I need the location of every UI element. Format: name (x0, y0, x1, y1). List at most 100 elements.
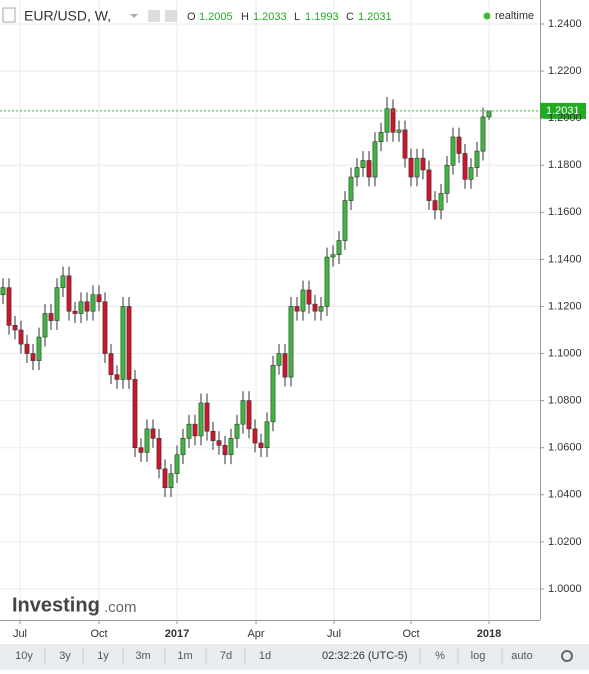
field-label: H (241, 11, 249, 23)
candle-body (270, 365, 276, 423)
ohlc-value: 1.2031 (358, 11, 392, 23)
candle-body (462, 153, 468, 180)
candle-body (258, 442, 264, 448)
candle-body (456, 136, 462, 154)
candle-body (138, 447, 144, 453)
candle-body (468, 167, 474, 180)
range-button[interactable]: 1m (177, 650, 192, 662)
option-button[interactable]: log (471, 650, 486, 662)
y-tick-label: 1.0200 (548, 536, 582, 548)
candle-body (444, 164, 450, 194)
collapse-button[interactable] (2, 7, 16, 23)
candle-body (366, 160, 372, 178)
candle-body (78, 301, 84, 314)
candle-body (378, 131, 384, 143)
candle-body (246, 400, 252, 430)
range-button[interactable]: 7d (220, 650, 232, 662)
x-tick-label: Jul (13, 628, 27, 640)
candle-body (420, 157, 426, 171)
range-button[interactable]: 10y (15, 650, 33, 662)
candles (0, 96, 492, 498)
y-tick-label: 1.1200 (548, 300, 582, 312)
ohlc-value: 1.1993 (305, 11, 339, 23)
candle-body (336, 240, 342, 255)
candle-body (348, 176, 354, 201)
candle-body (168, 473, 174, 489)
candle-body (432, 200, 438, 211)
overlay: 1.2031 (0, 102, 586, 119)
candle-body (108, 353, 114, 376)
candle-body (72, 310, 78, 314)
candle-body (192, 423, 198, 437)
field-label: O (187, 11, 196, 23)
candle-body (18, 329, 24, 345)
candle-body (318, 306, 324, 312)
range-button[interactable]: 1d (259, 650, 271, 662)
range-button[interactable]: 3y (59, 650, 71, 662)
candle-body (282, 353, 288, 378)
candle-body (132, 379, 138, 448)
candle-body (222, 445, 228, 456)
candle-body (342, 200, 348, 241)
candle-body (306, 289, 312, 305)
brand-suffix: .com (104, 599, 137, 616)
x-tick-label: Oct (402, 628, 419, 640)
settings-icon[interactable] (165, 10, 177, 22)
candle-body (384, 108, 390, 133)
candle-body (66, 275, 72, 312)
candle-body (174, 454, 180, 474)
ohlc-legend: O 1.2005 H 1.2033 L 1.1993 C 1.2031 (187, 11, 392, 23)
toolbar-time: 02:32:26 (UTC-5) (322, 650, 408, 662)
candle-body (24, 343, 30, 354)
candle-body (60, 275, 66, 288)
candle-body (126, 306, 132, 380)
candle-body (438, 193, 444, 211)
price-tag (540, 102, 586, 119)
y-tick-label: 1.1600 (548, 206, 582, 218)
candle-body (234, 423, 240, 439)
status: realtime (495, 10, 534, 22)
y-tick-label: 1.2200 (548, 65, 582, 77)
candle-body (42, 313, 48, 338)
x-tick-label: Apr (247, 628, 264, 640)
candle-body (48, 313, 54, 321)
y-tick-label: 1.1000 (548, 347, 582, 359)
option-button[interactable]: auto (511, 650, 532, 662)
candle-body (354, 167, 360, 178)
gear-icon[interactable] (561, 650, 573, 662)
candle-body (450, 136, 456, 166)
candle-body (204, 402, 210, 432)
candle-body (0, 287, 6, 296)
candle-body (156, 437, 162, 470)
dropdown[interactable] (130, 14, 138, 18)
range-button[interactable]: 3m (135, 650, 150, 662)
candle-body (330, 254, 336, 258)
candle-body (360, 160, 366, 168)
candle-body (12, 324, 18, 331)
candle-body (414, 157, 420, 178)
field-label: C (346, 11, 354, 23)
y-tick-label: 1.2400 (548, 18, 582, 30)
status-dot (483, 12, 491, 20)
y-tick-label: 1.2000 (548, 112, 582, 124)
candle-body (198, 402, 204, 437)
candle-body (372, 141, 378, 178)
candle-body (324, 256, 330, 307)
candle-body (300, 289, 306, 312)
candle-body (6, 287, 12, 326)
ohlc-value: 1.2005 (199, 11, 233, 23)
settings-icon[interactable] (148, 10, 160, 22)
x-tick-label: 2017 (165, 628, 189, 640)
option-button[interactable]: % (435, 650, 445, 662)
x-tick-label: Oct (90, 628, 107, 640)
toolbar-items: 10y 3y 1y 3m 1m 7d 1d% log auto (15, 648, 533, 664)
candle-body (390, 108, 396, 133)
range-button[interactable]: 1y (97, 650, 109, 662)
price-label: 1.2031 (546, 105, 580, 117)
candle-body (180, 437, 186, 456)
candle-body (228, 437, 234, 456)
candle-body (264, 421, 270, 448)
candle-body (162, 468, 168, 489)
candle-body (54, 287, 60, 321)
